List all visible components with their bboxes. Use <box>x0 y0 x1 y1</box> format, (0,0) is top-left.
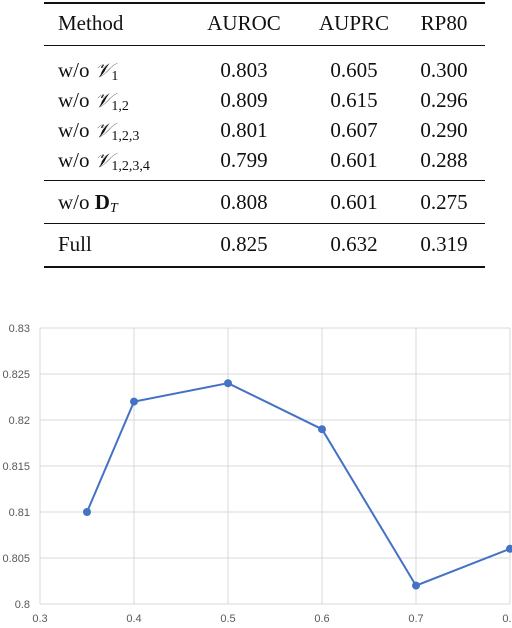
y-tick-label: 0.8 <box>15 599 30 611</box>
y-tick-label: 0.81 <box>9 507 30 519</box>
auprc-cell: 0.605 <box>330 58 378 82</box>
auprc-cell: 0.615 <box>330 88 378 112</box>
method-cell: w/o 𝒱1,2,3 <box>58 118 140 144</box>
header-method: Method <box>58 11 124 35</box>
y-tick-label: 0.805 <box>2 553 30 565</box>
method-cell: w/o 𝒱1 <box>58 58 119 84</box>
y-tick-label: 0.83 <box>9 323 30 335</box>
table-header-row: Method AUROC AUPRC RP80 <box>44 8 485 38</box>
table-row: w/o 𝒱1,2,3 0.801 0.607 0.290 <box>44 115 485 145</box>
auroc-cell: 0.809 <box>220 88 268 112</box>
method-cell: Full <box>58 232 92 256</box>
auprc-cell: 0.601 <box>330 190 378 214</box>
data-point <box>318 425 326 434</box>
auprc-cell: 0.607 <box>330 118 378 142</box>
auroc-cell: 0.801 <box>220 118 268 142</box>
header-rp80: RP80 <box>420 11 468 35</box>
x-tick-label: 0.6 <box>314 613 329 625</box>
y-tick-label: 0.82 <box>9 415 30 427</box>
line-chart: 0.8 0.805 0.81 0.815 0.82 0.825 0.83 0.3 0.4 0.5 0… <box>0 312 512 628</box>
rp80-cell: 0.296 <box>420 88 468 112</box>
data-point <box>224 379 232 388</box>
x-tick-label: 0.5 <box>220 613 235 625</box>
data-point <box>130 397 138 406</box>
section-rule <box>44 223 485 224</box>
method-cell: w/o 𝒱1,2 <box>58 88 129 114</box>
auprc-cell: 0.632 <box>330 232 378 256</box>
x-tick-label: 0.7 <box>408 613 423 625</box>
series-line <box>86 382 511 587</box>
auroc-cell: 0.799 <box>220 148 268 172</box>
table-row: Full 0.825 0.632 0.319 <box>44 229 485 259</box>
method-cell: w/o DT <box>58 190 118 216</box>
rp80-cell: 0.290 <box>420 118 468 142</box>
table-top-rule <box>44 2 485 4</box>
table-row: w/o 𝒱1 0.803 0.605 0.300 <box>44 55 485 85</box>
rp80-cell: 0.275 <box>420 190 468 214</box>
method-cell: w/o 𝒱1,2,3,4 <box>58 148 150 174</box>
data-point <box>412 581 420 590</box>
rp80-cell: 0.319 <box>420 232 468 256</box>
table-row: w/o DT 0.808 0.601 0.275 <box>44 187 485 217</box>
auprc-cell: 0.601 <box>330 148 378 172</box>
table-row: w/o 𝒱1,2 0.809 0.615 0.296 <box>44 85 485 115</box>
header-rule <box>44 45 485 46</box>
data-point <box>506 544 512 553</box>
header-auroc: AUROC <box>207 11 281 35</box>
header-auprc: AUPRC <box>318 11 390 35</box>
y-tick-label: 0.825 <box>2 369 30 381</box>
x-tick-label: 0.8 <box>502 613 512 625</box>
data-point <box>83 508 91 516</box>
x-tick-label: 0.3 <box>32 613 47 625</box>
section-rule <box>44 180 485 181</box>
auroc-cell: 0.808 <box>220 190 268 214</box>
chart-svg: 0.8 0.805 0.81 0.815 0.82 0.825 0.83 0.3 0.4 0.5 0… <box>2 323 512 625</box>
auroc-cell: 0.825 <box>220 232 268 256</box>
rp80-cell: 0.288 <box>420 148 468 172</box>
rp80-cell: 0.300 <box>420 58 468 82</box>
table-bottom-rule <box>44 266 485 268</box>
x-tick-label: 0.4 <box>126 613 141 625</box>
y-tick-label: 0.815 <box>2 461 30 473</box>
table-row: w/o 𝒱1,2,3,4 0.799 0.601 0.288 <box>44 145 485 175</box>
auroc-cell: 0.803 <box>220 58 268 82</box>
